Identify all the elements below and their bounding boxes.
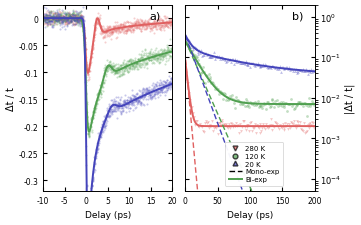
Text: a): a) [149,11,160,21]
X-axis label: Delay (ps): Delay (ps) [84,211,131,219]
X-axis label: Delay (ps): Delay (ps) [227,211,273,219]
Text: b): b) [292,11,303,21]
Legend: 280 K, 120 K, 20 K, Mono-exp, Bi-exp: 280 K, 120 K, 20 K, Mono-exp, Bi-exp [225,142,283,186]
Y-axis label: |Δt / t|: |Δt / t| [345,83,356,113]
Y-axis label: Δt / t: Δt / t [5,86,16,110]
